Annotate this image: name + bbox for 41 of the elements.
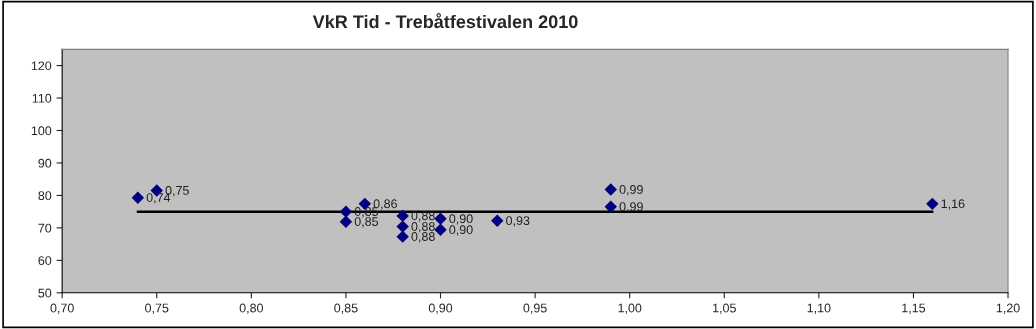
y-tick-label: 110 — [32, 93, 52, 103]
x-tick-label: 0,90 — [428, 303, 453, 314]
annotation: 1,16 — [941, 199, 965, 210]
point — [339, 205, 353, 218]
annotation: 0,99 — [619, 185, 643, 196]
annotation: 0,90 — [449, 225, 473, 236]
annotation: 0,88 — [411, 211, 435, 222]
x-tick-label: 0,75 — [145, 303, 169, 314]
point — [131, 191, 145, 204]
y-tick-label: 120 — [31, 61, 52, 71]
y-tick-label: 90 — [38, 158, 52, 168]
point — [339, 215, 353, 228]
x-tick-label: 1,00 — [618, 303, 642, 314]
annotation: 0,88 — [411, 232, 435, 243]
point — [396, 220, 409, 233]
x-tick-label: 0,70 — [50, 303, 74, 314]
y-tick-label: 70 — [38, 223, 52, 233]
y-tick-label: 80 — [38, 191, 52, 201]
annotation: 0,93 — [506, 216, 530, 227]
point — [434, 223, 447, 237]
point — [604, 183, 617, 196]
point — [396, 230, 409, 243]
x-tick-label: 0,80 — [239, 303, 264, 314]
y-tick-label: 50 — [38, 288, 52, 298]
point — [434, 212, 447, 226]
x-tick-label: 0,95 — [523, 303, 547, 314]
point — [604, 200, 617, 213]
x-tick-label: 1,20 — [996, 303, 1020, 314]
point — [396, 209, 409, 223]
x-tick-label: 1,10 — [807, 303, 831, 314]
x-tick-label: 0,85 — [334, 303, 358, 314]
point — [491, 214, 504, 227]
annotation: 0,90 — [449, 214, 473, 225]
x-tick-label: 1,05 — [713, 303, 736, 314]
point — [926, 197, 939, 211]
y-tick-label: 60 — [38, 256, 52, 265]
annotation: 0,88 — [411, 222, 435, 233]
chart-title: VkR Tid - Trebåtfestivalen 2010 — [312, 13, 578, 29]
y-tick-label: 100 — [31, 126, 52, 136]
x-tick-label: 1,15 — [902, 303, 926, 314]
annotation: 0,85 — [354, 217, 379, 228]
